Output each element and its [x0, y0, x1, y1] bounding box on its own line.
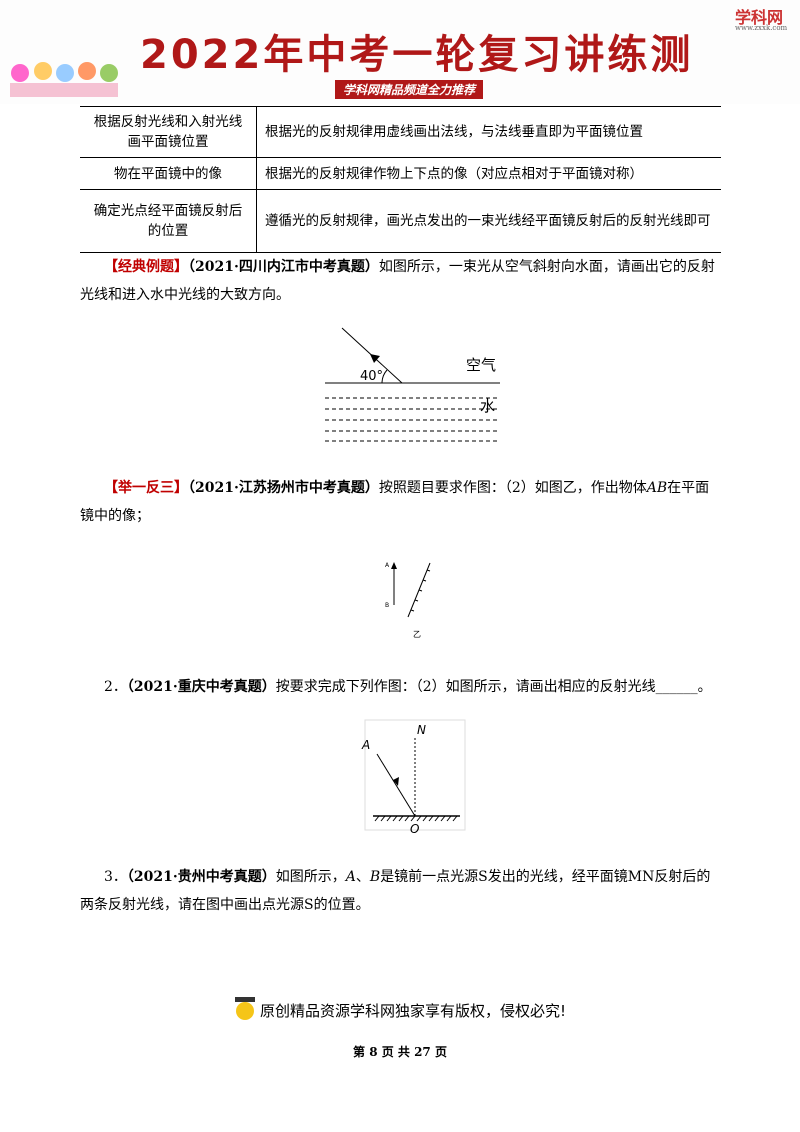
practice-paragraph: 【举一反三】（2021·江苏扬州市中考真题）按照题目要求作图：（2）如图乙，作出…: [80, 474, 720, 530]
table-cell: 物在平面镜中的像: [80, 157, 257, 190]
header-subtitle: 学科网精品频道全力推荐: [335, 80, 484, 99]
water-label: 水: [480, 397, 495, 415]
example-paragraph: 【经典例题】（2021·四川内江市中考真题）如图所示，一束光从空气斜射向水面，请…: [80, 253, 720, 309]
logo: 学科网: [735, 8, 784, 27]
a-label: A: [385, 562, 390, 569]
text: 如图所示，一束光从空气斜射向水面，请画出它的反射光线和进入水中光线的大致方向。: [80, 259, 715, 303]
copyright: 原创精品资源学科网独家享有版权，侵权必究!: [260, 1002, 567, 1020]
mascot-icon: [235, 997, 255, 1020]
header-title: 2022年中考一轮复习讲练测: [140, 32, 694, 78]
angle-label: 40°: [360, 369, 383, 384]
source: （2021·四川内江市中考真题）: [188, 259, 379, 275]
kids-illustration: [10, 62, 118, 97]
source: （2021·江苏扬州市中考真题）: [188, 480, 379, 496]
table-cell: 确定光点经平面镜反射后的位置: [80, 189, 257, 253]
method-table: 根据反射光线和入射光线画平面镜位置 根据光的反射规律用虚线画出法线，与法线垂直即为…: [80, 106, 721, 253]
table-cell: 遵循光的反射规律，画光点发出的一束光线经平面镜反射后的反射光线即可: [256, 189, 721, 253]
header: 2022年中考一轮复习讲练测 学科网精品频道全力推荐 学科网 www.zxxk.…: [0, 0, 800, 104]
tag: 【举一反三】: [104, 480, 188, 496]
text: 、: [355, 869, 370, 885]
text: 如图所示，: [275, 869, 346, 885]
o-label: O: [410, 822, 419, 836]
table-cell: 根据反射光线和入射光线画平面镜位置: [80, 106, 257, 158]
figure-refraction: 40° 空气 水: [325, 327, 500, 442]
figure-reflection: N A O: [361, 719, 466, 836]
air-label: 空气: [466, 356, 496, 374]
table-row: 确定光点经平面镜反射后的位置 遵循光的反射规律，画光点发出的一束光线经平面镜反射后…: [80, 189, 721, 253]
tag: 【经典例题】: [104, 259, 188, 275]
logo-url: www.zxxk.com: [735, 24, 788, 32]
q3-paragraph: 3．（2021·贵州中考真题）如图所示，A、B是镜前一点光源S发出的光线，经平面…: [80, 863, 720, 919]
source: （2021·重庆中考真题）: [126, 679, 276, 695]
object: AB: [646, 480, 668, 496]
page-number: 第 8 页 共 27 页: [353, 1045, 447, 1059]
source: （2021·贵州中考真题）: [126, 869, 276, 885]
text: 在平面镜中的像；: [80, 480, 710, 524]
number: 3．: [104, 869, 127, 885]
text: 是镜前一点光源S发出的光线，经平面镜MN反射后的两条反射光线，请在图中画出点光源…: [80, 869, 711, 913]
a: A: [345, 869, 356, 885]
table-row: 物在平面镜中的像 根据光的反射规律作物上下点的像（对应点相对于平面镜对称）: [80, 157, 721, 190]
text: 按照题目要求作图：（2）如图乙，作出物体: [378, 480, 647, 496]
caption: 乙: [413, 630, 421, 639]
table-cell: 根据光的反射规律用虚线画出法线，与法线垂直即为平面镜位置: [256, 106, 721, 158]
number: 2．: [104, 679, 127, 695]
a-label: A: [361, 738, 370, 752]
b: B: [369, 869, 381, 885]
table-row: 根据反射光线和入射光线画平面镜位置 根据光的反射规律用虚线画出法线，与法线垂直即为…: [80, 106, 721, 158]
q2-paragraph: 2．（2021·重庆中考真题）按要求完成下列作图：（2）如图所示，请画出相应的反…: [80, 673, 720, 701]
table-cell: 根据光的反射规律作物上下点的像（对应点相对于平面镜对称）: [256, 157, 721, 190]
b-label: B: [385, 602, 389, 609]
figure-mirror: A B 乙: [385, 562, 431, 639]
text: 按要求完成下列作图：（2）如图所示，请画出相应的反射光线______。: [275, 679, 712, 695]
n-label: N: [417, 723, 426, 737]
